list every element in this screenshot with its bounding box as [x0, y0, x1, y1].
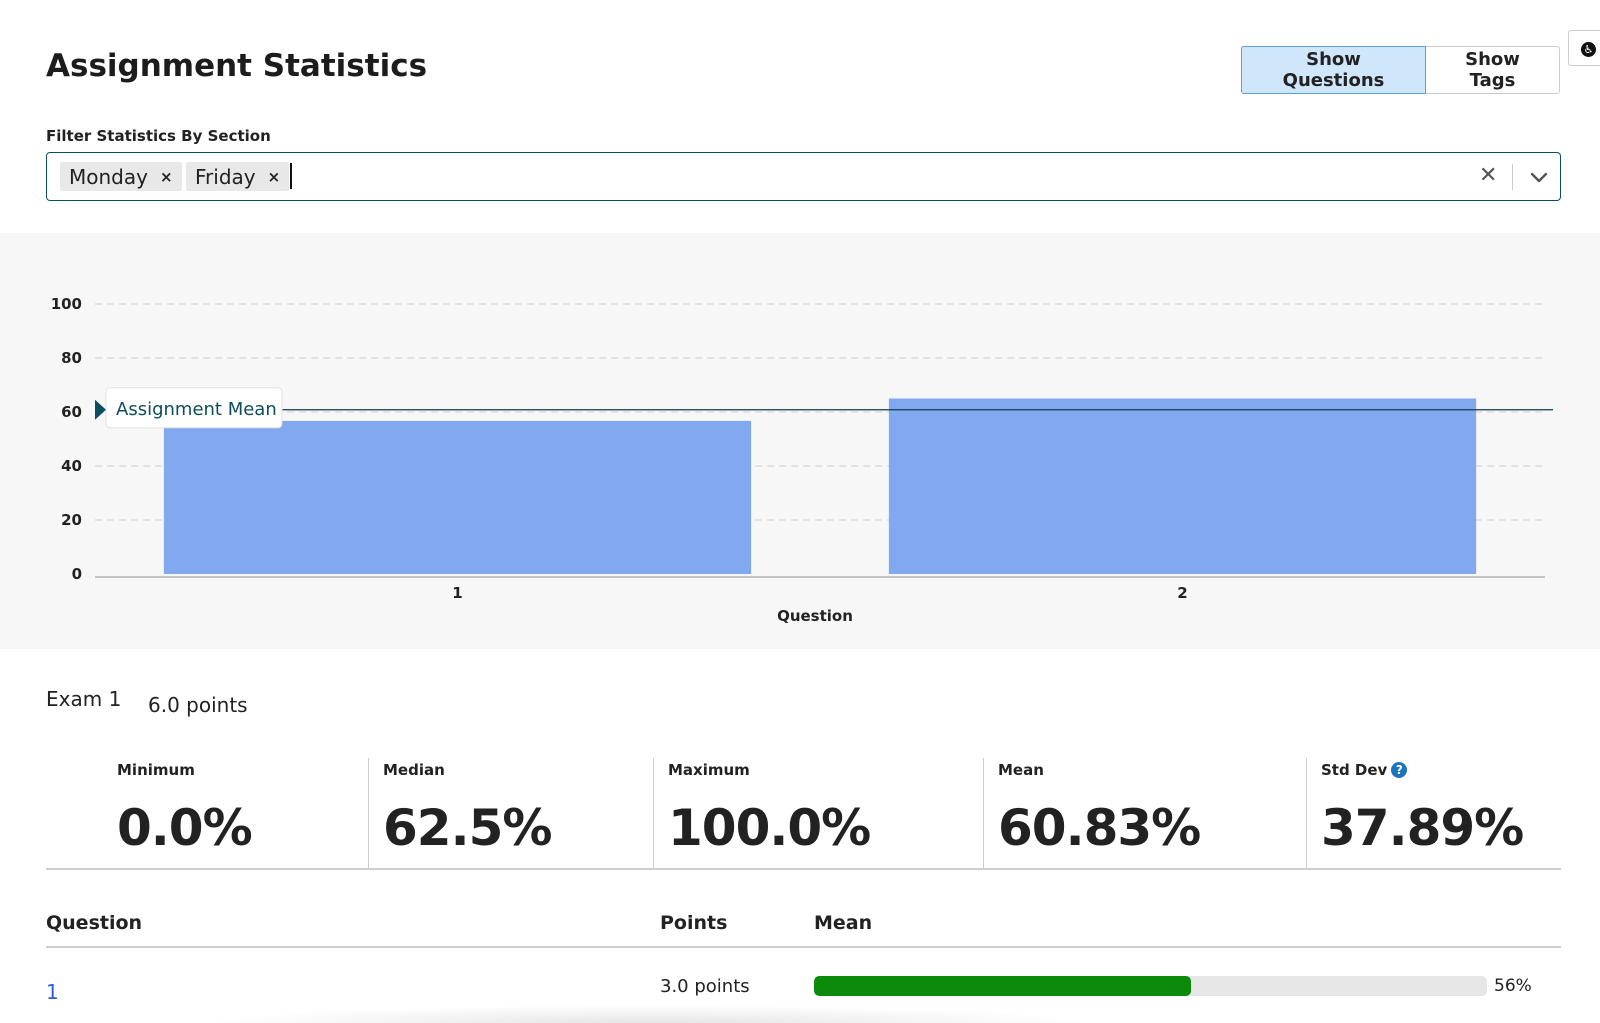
stat-value: 100.0% [668, 799, 871, 857]
stat-value: 60.83% [998, 799, 1201, 857]
assignment-mean-label: Assignment Mean [116, 399, 277, 420]
show-tags-button[interactable]: Show Tags [1426, 46, 1560, 94]
stat-label: Mean [998, 761, 1044, 779]
stat-std-dev: Std Dev? 37.89% [1306, 758, 1561, 870]
table-row: 1 3.0 points 56% [46, 970, 1561, 1010]
stat-value: 0.0% [117, 799, 253, 857]
y-tick-label: 20 [61, 511, 82, 529]
page-title: Assignment Statistics [46, 48, 428, 84]
y-tick-label: 0 [72, 565, 82, 583]
chevron-down-icon[interactable] [1527, 165, 1551, 189]
stat-label: Maximum [668, 761, 750, 779]
exam-points: 6.0 points [148, 693, 248, 717]
stat-median: Median 62.5% [368, 758, 653, 870]
question-points: 3.0 points [660, 976, 750, 997]
question-link[interactable]: 1 [46, 980, 59, 1004]
y-tick-label: 100 [51, 295, 82, 313]
mean-percent: 56% [1494, 976, 1532, 996]
y-tick-label: 80 [61, 349, 82, 367]
clear-selection-icon[interactable]: ✕ [1479, 163, 1498, 188]
stat-value: 62.5% [383, 799, 552, 857]
remove-chip-icon[interactable]: × [159, 167, 173, 186]
view-toggle-group: Show Questions Show Tags [1241, 46, 1560, 94]
stat-value: 37.89% [1321, 799, 1524, 857]
question-mean-chart: 0 20 40 60 80 100 1 2 Question Assignment Mean [0, 233, 1600, 649]
x-axis-label: Question [777, 607, 853, 625]
mean-progress-fill [814, 976, 1191, 996]
section-filter-select[interactable]: Monday × Friday × ✕ [46, 152, 1561, 201]
accessibility-button[interactable]: ♿ [1568, 30, 1600, 66]
y-tick-label: 60 [61, 403, 82, 421]
column-header-points: Points [660, 912, 728, 934]
stat-label: Median [383, 761, 445, 779]
stat-minimum: Minimum 0.0% [46, 758, 368, 870]
column-header-question: Question [46, 912, 143, 934]
stat-label: Minimum [117, 761, 195, 779]
select-separator [1512, 164, 1513, 190]
help-icon[interactable]: ? [1391, 762, 1408, 778]
bar [888, 398, 1477, 574]
chip-label: Friday [195, 164, 256, 189]
x-tick-label: 2 [1177, 584, 1187, 602]
scroll-shadow [200, 1005, 1100, 1023]
section-chip-monday: Monday × [60, 162, 182, 191]
chip-label: Monday [69, 164, 148, 189]
accessibility-icon: ♿ [1581, 42, 1596, 57]
stat-maximum: Maximum 100.0% [653, 758, 983, 870]
assignment-mean-label-box [105, 387, 283, 429]
bar [163, 420, 752, 574]
exam-name: Exam 1 [46, 687, 122, 711]
column-header-mean: Mean [814, 912, 873, 934]
mean-progress-bar [814, 976, 1487, 996]
filter-label: Filter Statistics By Section [46, 127, 271, 145]
x-tick-label: 1 [452, 584, 462, 602]
questions-table-header: Question Points Mean [46, 912, 1561, 948]
chart-svg: 0 20 40 60 80 100 1 2 Question Assignment Mean [51, 295, 1553, 625]
assignment-mean-marker [95, 399, 106, 420]
text-cursor [290, 163, 292, 189]
remove-chip-icon[interactable]: × [267, 167, 281, 186]
section-chip-friday: Friday × [186, 162, 290, 191]
summary-stats: Minimum 0.0% Median 62.5% Maximum 100.0%… [46, 758, 1561, 870]
stat-mean: Mean 60.83% [983, 758, 1306, 870]
stat-label: Std Dev? [1321, 761, 1408, 779]
show-questions-button[interactable]: Show Questions [1241, 46, 1426, 94]
y-tick-label: 40 [61, 457, 82, 475]
stat-label-text: Std Dev [1321, 761, 1388, 779]
